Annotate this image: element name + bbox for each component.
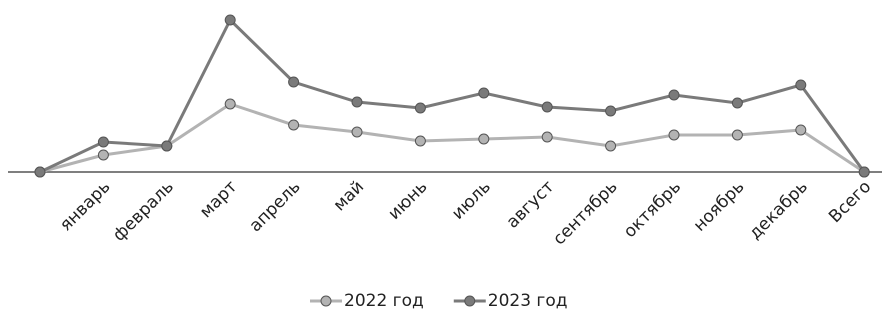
point <box>224 98 236 110</box>
point <box>668 89 680 101</box>
point <box>605 140 617 152</box>
point <box>288 119 300 131</box>
x-tick-label: февраль <box>109 177 178 246</box>
x-tick-label: май <box>330 177 368 215</box>
x-tick-label: октябрь <box>620 177 685 242</box>
point <box>97 149 109 161</box>
point <box>97 136 109 148</box>
legend-label: 2023 год <box>488 291 568 311</box>
x-tick-label: январь <box>56 177 114 235</box>
point <box>858 166 870 178</box>
x-tick-label: ноябрь <box>690 177 749 236</box>
legend-marker <box>320 295 332 307</box>
point <box>541 131 553 143</box>
x-tick-label: март <box>196 177 241 222</box>
point <box>478 87 490 99</box>
series-line <box>39 102 866 174</box>
x-tick-label: июль <box>448 177 495 224</box>
point <box>414 135 426 147</box>
x-tick-label: декабрь <box>745 177 812 244</box>
point <box>351 126 363 138</box>
x-tick-label: апрель <box>246 177 305 236</box>
point <box>224 14 236 26</box>
point <box>161 140 173 152</box>
point <box>288 76 300 88</box>
point <box>34 166 46 178</box>
point <box>668 129 680 141</box>
point <box>541 101 553 113</box>
point <box>731 129 743 141</box>
point <box>478 133 490 145</box>
point <box>795 124 807 136</box>
legend-marker <box>464 295 476 307</box>
series-line <box>39 17 866 174</box>
point <box>414 102 426 114</box>
x-tick-label: август <box>503 177 559 233</box>
x-tick-label: Всего <box>825 177 875 227</box>
x-tick-label: июнь <box>384 177 431 224</box>
x-tick-label: сентябрь <box>549 177 621 249</box>
point <box>731 97 743 109</box>
point <box>351 96 363 108</box>
point <box>795 79 807 91</box>
point <box>605 105 617 117</box>
legend-label: 2022 год <box>344 291 424 311</box>
